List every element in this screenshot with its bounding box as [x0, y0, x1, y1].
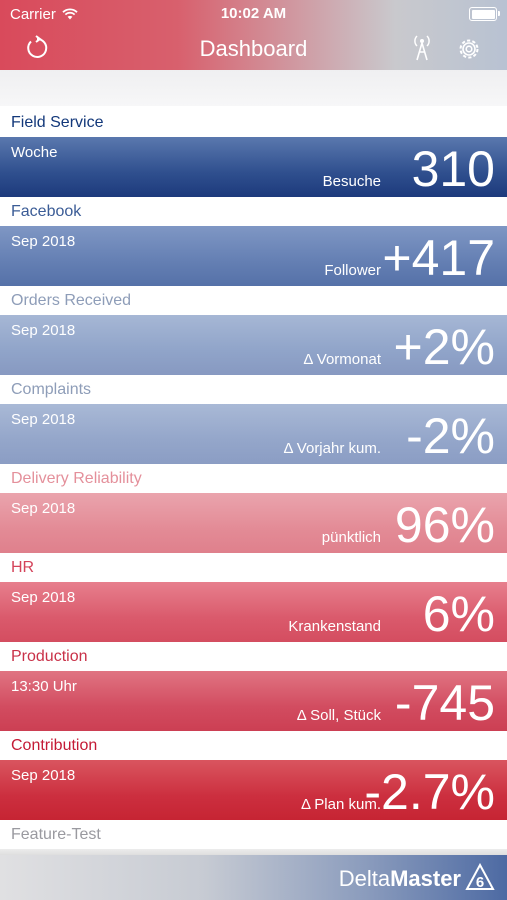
kpi-caption: Krankenstand	[288, 618, 381, 635]
kpi-value: 310	[411, 141, 495, 197]
kpi-tile[interactable]: Woche Besuche 310	[0, 137, 507, 197]
status-time: 10:02 AM	[220, 5, 287, 22]
kpi-tile[interactable]: Sep 2018 Δ Vormonat +2%	[0, 315, 507, 375]
status-bar: Carrier 10:02 AM	[0, 0, 507, 28]
kpi-tile[interactable]: Sep 2018 pünktlich 96%	[0, 493, 507, 553]
kpi-period: 13:30 Uhr	[11, 678, 77, 695]
section-label: Production	[11, 648, 88, 665]
antenna-icon[interactable]	[409, 32, 435, 67]
kpi-value: -2%	[406, 408, 495, 464]
kpi-value: -745	[394, 675, 495, 731]
section-complaints[interactable]: Complaints Sep 2018 Δ Vorjahr kum. -2%	[0, 375, 507, 464]
kpi-tile[interactable]: Sep 2018 Δ Plan kum. -2.7%	[0, 760, 507, 820]
kpi-value: 96%	[394, 497, 495, 553]
section-label: Facebook	[11, 203, 82, 220]
section-hr[interactable]: HR Sep 2018 Krankenstand 6%	[0, 553, 507, 642]
gear-icon[interactable]	[455, 35, 483, 68]
footer-bar: DeltaMaster 6	[0, 855, 507, 900]
section-production[interactable]: Production 13:30 Uhr Δ Soll, Stück -745	[0, 642, 507, 731]
kpi-caption: Δ Plan kum.	[300, 796, 381, 813]
brand-light: Delta	[338, 866, 391, 891]
section-feature-test[interactable]: Feature-Test	[0, 820, 507, 854]
section-contribution[interactable]: Contribution Sep 2018 Δ Plan kum. -2.7%	[0, 731, 507, 820]
section-label: Contribution	[11, 737, 98, 754]
section-label: HR	[11, 559, 35, 576]
kpi-caption: Besuche	[322, 173, 381, 190]
kpi-caption: pünktlich	[321, 529, 381, 546]
kpi-value: +2%	[393, 319, 495, 375]
brand-bold: Master	[390, 866, 461, 891]
kpi-tile[interactable]: 13:30 Uhr Δ Soll, Stück -745	[0, 671, 507, 731]
kpi-tile[interactable]: Sep 2018 Δ Vorjahr kum. -2%	[0, 404, 507, 464]
section-label: Feature-Test	[11, 826, 101, 843]
brand-logo: DeltaMaster	[339, 866, 461, 892]
section-orders-received[interactable]: Orders Received Sep 2018 Δ Vormonat +2%	[0, 286, 507, 375]
section-field-service[interactable]: Field Service Woche Besuche 310	[0, 108, 507, 197]
section-delivery-reliability[interactable]: Delivery Reliability Sep 2018 pünktlich …	[0, 464, 507, 553]
page-title: Dashboard	[199, 36, 308, 61]
nav-header: Carrier 10:02 AM Dashboard	[0, 0, 507, 70]
kpi-caption: Δ Vorjahr kum.	[283, 440, 381, 457]
carrier-label: Carrier	[10, 6, 56, 23]
header-spacer	[0, 70, 507, 106]
kpi-value: +417	[382, 230, 495, 286]
kpi-value: -2.7%	[364, 764, 495, 820]
kpi-caption: Δ Soll, Stück	[296, 707, 381, 724]
refresh-icon[interactable]	[24, 35, 50, 66]
kpi-period: Sep 2018	[11, 233, 76, 250]
section-label: Complaints	[11, 381, 92, 398]
kpi-period: Sep 2018	[11, 500, 76, 517]
wifi-icon	[62, 7, 78, 24]
brand-version: 6	[476, 874, 484, 891]
tile-edge	[0, 849, 507, 855]
battery-icon	[469, 7, 500, 21]
kpi-period: Sep 2018	[11, 322, 76, 339]
section-label: Field Service	[11, 114, 104, 131]
kpi-period: Sep 2018	[11, 411, 76, 428]
kpi-value: 6%	[422, 586, 495, 642]
kpi-period: Woche	[11, 144, 58, 161]
kpi-tile[interactable]: Sep 2018 Krankenstand 6%	[0, 582, 507, 642]
kpi-caption: Δ Vormonat	[303, 351, 381, 368]
kpi-period: Sep 2018	[11, 767, 76, 784]
section-facebook[interactable]: Facebook Sep 2018 Follower +417	[0, 197, 507, 286]
kpi-tile[interactable]: Sep 2018 Follower +417	[0, 226, 507, 286]
kpi-caption: Follower	[324, 262, 381, 279]
section-label: Delivery Reliability	[11, 470, 142, 487]
kpi-period: Sep 2018	[11, 589, 76, 606]
section-label: Orders Received	[11, 292, 132, 309]
triangle-logo-icon: 6	[465, 862, 495, 896]
